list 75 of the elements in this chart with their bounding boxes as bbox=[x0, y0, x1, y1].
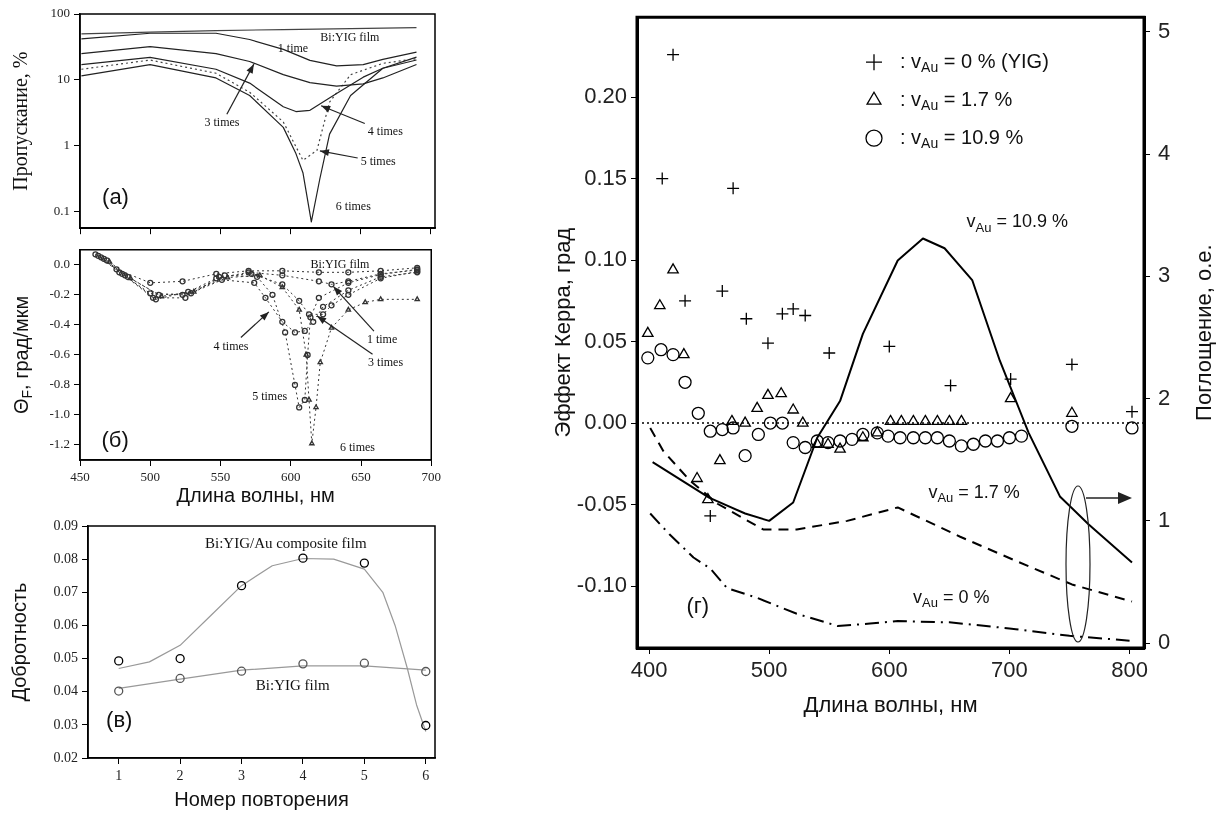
x-tick-label: 500 bbox=[750, 657, 788, 683]
annotation: Bi:YIG film bbox=[310, 256, 371, 271]
annotation: (б) bbox=[101, 427, 129, 453]
x-tick-label: 2 bbox=[176, 768, 184, 784]
annotation: 6 times bbox=[339, 439, 376, 454]
annotation: Bi:YIG film bbox=[255, 677, 330, 694]
annotation: 4 times bbox=[367, 123, 404, 138]
y-tick-label: 0.09 bbox=[53, 517, 78, 533]
y-tick-label: 0.04 bbox=[53, 683, 78, 699]
y2-tick-label: 0 bbox=[1158, 629, 1171, 655]
y-tick-label: 0.1 bbox=[53, 203, 70, 219]
y2-tick-label: 4 bbox=[1158, 140, 1171, 166]
y-axis-title: ΘF, град/мкм bbox=[9, 295, 36, 415]
x-tick-label: 3 bbox=[238, 768, 246, 784]
annotation: (в) bbox=[106, 706, 133, 732]
y-tick-label: 0.0 bbox=[53, 256, 70, 272]
y-tick-label: -0.10 bbox=[576, 572, 627, 598]
annotation: 3 times bbox=[204, 115, 240, 130]
y-tick-label: 100 bbox=[50, 5, 70, 21]
x-tick-label: 450 bbox=[70, 469, 90, 485]
y2-tick-label: 2 bbox=[1158, 384, 1171, 410]
y-tick-label: -1.2 bbox=[49, 436, 70, 452]
y-tick-label: -0.2 bbox=[49, 286, 70, 302]
annotation: 6 times bbox=[335, 198, 372, 213]
x-tick-label: 800 bbox=[1111, 657, 1148, 683]
x-tick-label: 700 bbox=[421, 469, 441, 485]
annotation: (г) bbox=[686, 593, 710, 619]
annotation: 5 times bbox=[252, 389, 288, 404]
y-tick-label: 0.05 bbox=[53, 650, 78, 666]
y2-tick-label: 3 bbox=[1158, 262, 1171, 288]
x-tick-label: 550 bbox=[210, 469, 231, 485]
y2-axis-title: Поглощение, о.е. bbox=[1191, 244, 1217, 421]
y-tick-label: -0.8 bbox=[49, 376, 70, 392]
y-tick-label: 0.02 bbox=[53, 749, 78, 765]
annotation: 1 time bbox=[366, 332, 398, 347]
x-tick-label: 400 bbox=[630, 657, 668, 683]
y2-tick-label: 1 bbox=[1158, 506, 1171, 532]
y-tick-label: 0.05 bbox=[584, 327, 627, 353]
y-tick-label: 0.10 bbox=[584, 246, 627, 272]
x-tick-label: 4 bbox=[299, 768, 307, 784]
y-axis-title: Эффект Керра, град bbox=[550, 227, 576, 438]
x-tick-label: 6 bbox=[422, 768, 430, 784]
y-tick-label: -0.6 bbox=[49, 346, 71, 362]
x-axis-title: Длина волны, нм bbox=[803, 692, 978, 718]
y-tick-label: 1 bbox=[63, 137, 70, 153]
annotation: (a) bbox=[102, 184, 129, 210]
y2-tick-label: 5 bbox=[1158, 17, 1171, 43]
x-tick-label: 600 bbox=[281, 469, 301, 485]
y-tick-label: 0.06 bbox=[53, 617, 78, 633]
y-tick-label: 0.00 bbox=[584, 409, 627, 435]
annotation: Bi:YIG/Au composite film bbox=[204, 535, 367, 552]
y-tick-label: -0.4 bbox=[49, 316, 71, 332]
y-tick-label: 0.03 bbox=[53, 716, 78, 732]
annotation: 1 time bbox=[277, 41, 309, 56]
x-tick-label: 1 bbox=[115, 768, 123, 784]
y-tick-label: 0.07 bbox=[53, 583, 78, 599]
y-tick-label: -0.05 bbox=[576, 490, 627, 516]
x-axis-title: Номер повторения bbox=[174, 787, 349, 810]
x-axis-title: Длина волны, нм bbox=[176, 483, 335, 506]
annotation: 4 times bbox=[213, 338, 249, 353]
x-tick-label: 600 bbox=[870, 657, 908, 683]
x-tick-label: 700 bbox=[991, 657, 1028, 683]
x-tick-label: 5 bbox=[360, 768, 368, 784]
y-tick-label: 0.20 bbox=[584, 83, 627, 109]
annotation: 5 times bbox=[360, 153, 397, 168]
y-axis-title: Добротность bbox=[7, 582, 30, 702]
y-tick-label: -1.0 bbox=[49, 406, 70, 422]
x-tick-label: 500 bbox=[140, 469, 160, 485]
annotation: 3 times bbox=[368, 355, 404, 370]
x-tick-label: 650 bbox=[351, 469, 371, 485]
y-axis-title: Пропускание, % bbox=[9, 51, 33, 191]
y-tick-label: 0.08 bbox=[53, 550, 78, 566]
y-tick-label: 0.15 bbox=[584, 164, 627, 190]
y-tick-label: 10 bbox=[57, 71, 70, 87]
annotation: Bi:YIG film bbox=[320, 29, 380, 44]
